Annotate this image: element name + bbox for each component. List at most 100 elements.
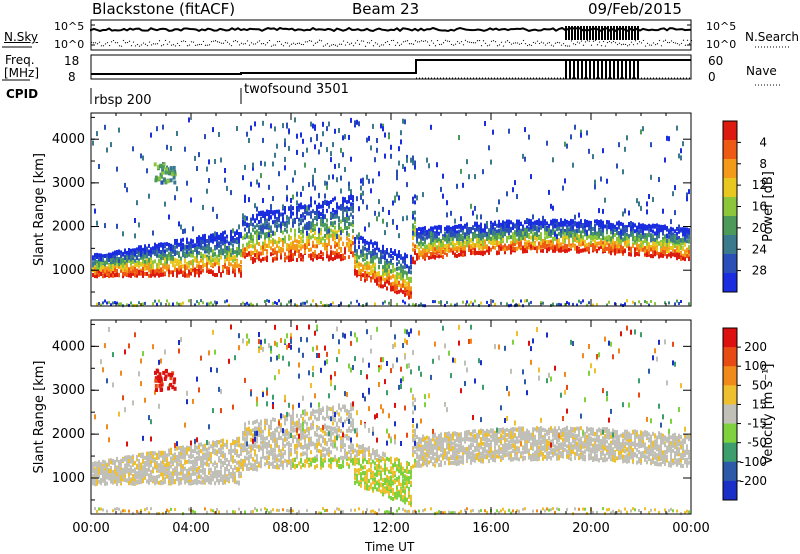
power-echo-cell <box>398 250 400 255</box>
power-scatter-cell <box>122 231 124 237</box>
power-scatter-cell <box>454 218 456 224</box>
power-echo-cell <box>506 238 508 243</box>
power-echo-cell <box>236 252 238 257</box>
power-echo-cell <box>332 251 334 255</box>
power-echo-cell <box>324 233 326 238</box>
power-echo-cell <box>422 242 424 247</box>
power-scatter-cell <box>220 157 222 163</box>
power-clutter-cell <box>312 299 314 303</box>
power-echo-cell <box>626 238 628 243</box>
power-clutter-cell <box>182 301 184 305</box>
power-echo-cell <box>256 237 258 242</box>
power-echo-cell <box>326 254 328 259</box>
power-scatter-cell <box>242 219 244 225</box>
power-scatter-cell <box>464 232 466 238</box>
power-echo-cell <box>518 243 520 248</box>
power-echo-cell <box>486 237 488 242</box>
power-echo-cell <box>572 220 574 225</box>
power-scatter-cell <box>564 141 566 147</box>
power-echo-cell <box>574 236 576 241</box>
power-echo-cell <box>302 256 304 261</box>
power-echo-cell <box>196 239 198 244</box>
power-scatter-cell <box>312 181 314 187</box>
power-echo-cell <box>454 253 456 258</box>
power-scatter-cell <box>602 148 604 154</box>
power-echo-cell <box>682 247 684 252</box>
power-echo-cell <box>170 270 172 275</box>
power-echo-cell <box>290 253 292 258</box>
power-echo-cell <box>288 206 290 211</box>
power-echo-cell <box>144 266 146 271</box>
power-scatter-cell <box>296 149 298 155</box>
power-scatter-cell <box>354 120 356 126</box>
power-echo-cell <box>152 260 154 265</box>
power-echo-cell <box>266 209 268 214</box>
noise-search-dots <box>90 39 693 47</box>
power-echo-cell <box>380 260 382 264</box>
power-echo-cell <box>590 220 592 225</box>
power-echo-cell <box>496 229 498 234</box>
power-echo-cell <box>518 226 520 230</box>
power-echo-cell <box>470 227 472 232</box>
power-echo-cell <box>688 228 690 233</box>
power-echo-cell <box>548 242 550 247</box>
power-ylabel: Slant Range [km] <box>32 153 47 266</box>
power-clutter-cell <box>166 299 168 303</box>
power-echo-cell <box>338 243 340 247</box>
power-echo-cell <box>198 242 200 247</box>
power-echo-cell <box>520 246 522 251</box>
power-echo-cell <box>664 252 666 257</box>
power-echo-cell <box>538 236 540 240</box>
power-echo-cell <box>276 243 278 248</box>
power-echo-cell <box>482 233 484 238</box>
power-scatter-cell <box>398 195 400 201</box>
power-echo-cell <box>622 237 624 242</box>
power-echo-cell <box>626 228 628 233</box>
power-scatter-cell <box>232 228 234 234</box>
power-echo-cell <box>432 242 434 247</box>
power-echo-cell <box>190 246 192 251</box>
power-echo-cell <box>360 235 362 240</box>
power-echo-cell <box>394 281 396 286</box>
power-echo-cell <box>648 227 650 232</box>
power-echo-cell <box>416 244 418 249</box>
power-echo-cell <box>594 227 596 232</box>
power-scatter-cell <box>212 127 214 133</box>
power-scatter-cell <box>242 175 244 181</box>
power-echo-cell <box>386 279 388 284</box>
power-echo-cell <box>642 234 644 239</box>
power-scatter-cell <box>368 222 370 228</box>
power-echo-cell <box>112 259 114 264</box>
power-echo-cell <box>524 228 526 233</box>
power-echo-cell <box>364 262 366 267</box>
power-echo-cell <box>460 223 462 228</box>
power-echo-cell <box>644 224 646 229</box>
power-echo-cell <box>570 244 572 249</box>
power-echo-cell <box>298 234 300 239</box>
power-echo-cell <box>292 254 294 259</box>
power-echo-cell <box>92 256 94 261</box>
power-scatter-cell <box>362 199 364 205</box>
power-echo-cell <box>546 246 548 251</box>
power-echo-cell <box>636 236 638 241</box>
power-feature-cell <box>172 171 176 176</box>
power-echo-cell <box>648 233 650 238</box>
power-echo-cell <box>632 222 634 227</box>
power-echo-cell <box>540 236 542 241</box>
power-echo-cell <box>372 269 374 274</box>
power-echo-cell <box>608 225 610 230</box>
power-echo-cell <box>154 249 156 254</box>
power-echo-cell <box>686 239 688 244</box>
power-echo-cell <box>370 257 372 262</box>
power-echo-cell <box>358 266 360 271</box>
power-scatter-cell <box>168 214 170 220</box>
power-echo-cell <box>552 224 554 229</box>
power-echo-cell <box>300 257 302 262</box>
power-echo-cell <box>388 280 390 285</box>
power-echo-cell <box>148 265 150 270</box>
power-clutter-cell <box>404 301 406 305</box>
power-echo-cell <box>348 242 350 246</box>
power-scatter-cell <box>350 206 352 212</box>
power-clutter-cell <box>306 300 308 304</box>
power-echo-cell <box>278 209 280 214</box>
